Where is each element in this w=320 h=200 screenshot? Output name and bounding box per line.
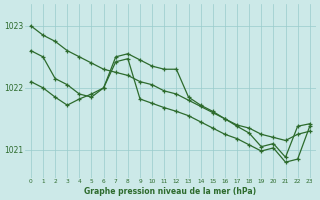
- X-axis label: Graphe pression niveau de la mer (hPa): Graphe pression niveau de la mer (hPa): [84, 187, 256, 196]
